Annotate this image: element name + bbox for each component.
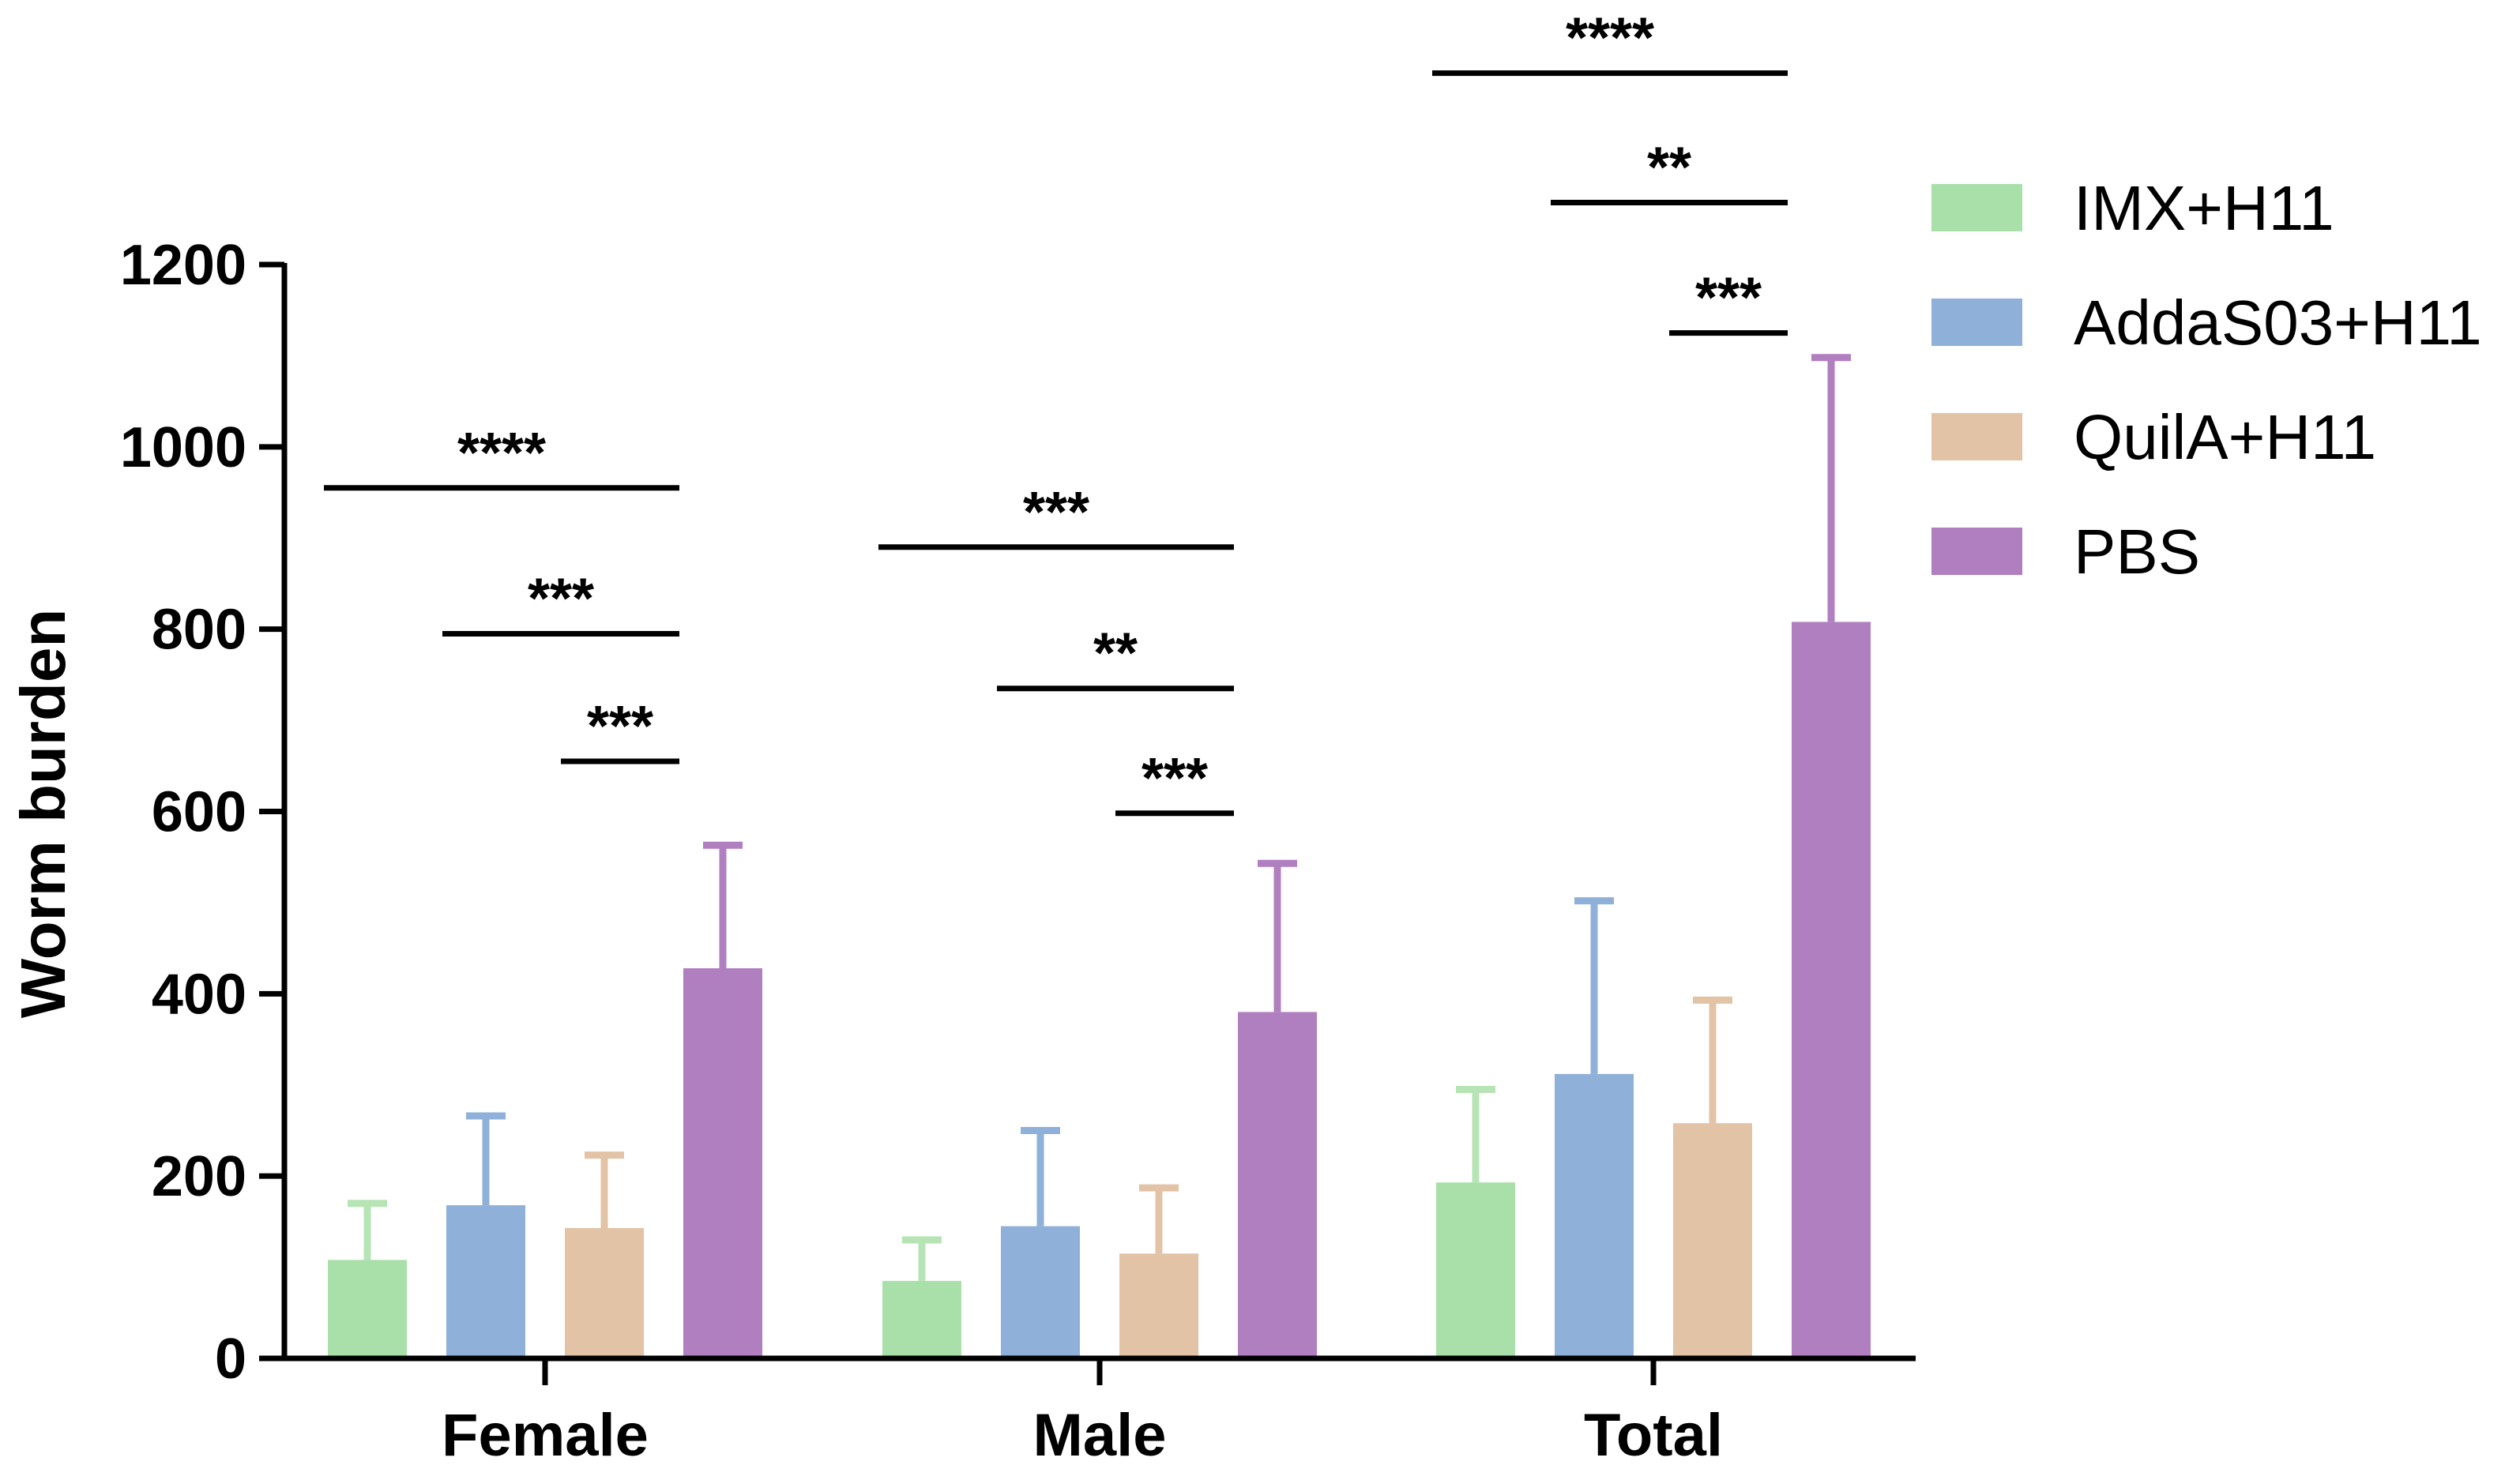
bar: [328, 1260, 407, 1358]
x-tick-label: Male: [1033, 1402, 1167, 1469]
bar: [1001, 1226, 1080, 1358]
y-tick-label: 400: [152, 963, 246, 1026]
bar: [1673, 1123, 1752, 1358]
y-tick-label: 800: [152, 599, 246, 662]
y-tick-label: 1000: [120, 416, 246, 479]
significance-label: ***: [528, 567, 594, 630]
significance-label: ***: [1695, 267, 1762, 330]
significance-label: **: [1647, 137, 1691, 200]
plot-area: ***************************: [324, 7, 1871, 1358]
bar: [683, 968, 762, 1358]
legend-label: AddaS03+H11: [2074, 287, 2482, 358]
significance-label: **: [1093, 622, 1138, 686]
bar: [1436, 1182, 1515, 1358]
legend-swatch: [1931, 184, 2022, 231]
bar: [882, 1280, 961, 1358]
y-tick-label: 200: [152, 1145, 246, 1208]
y-tick-label: 0: [215, 1328, 246, 1391]
y-tick-label: 1200: [120, 234, 246, 297]
y-axis-title: Worm burden: [8, 609, 78, 1019]
axes: 0 200 400 600 800 1000 1200 Female Male Total: [120, 234, 1916, 1469]
bar: [446, 1205, 525, 1358]
legend: IMX+H11 AddaS03+H11 QuilA+H11 PBS: [1931, 173, 2482, 587]
y-tick-label: 600: [152, 781, 246, 844]
bar: [1238, 1012, 1317, 1358]
significance-label: ****: [1566, 7, 1654, 70]
legend-swatch: [1931, 413, 2022, 460]
x-tick-label: Female: [442, 1402, 649, 1469]
legend-swatch: [1931, 528, 2022, 575]
bar: [1792, 622, 1871, 1358]
legend-label: IMX+H11: [2074, 173, 2334, 243]
x-tick-label: Total: [1584, 1402, 1723, 1469]
significance-label: ***: [1023, 481, 1089, 544]
significance-label: ***: [587, 695, 653, 758]
bar: [1119, 1253, 1198, 1358]
significance-label: ***: [1142, 747, 1208, 810]
legend-label: QuilA+H11: [2074, 402, 2376, 472]
bar: [565, 1227, 644, 1358]
significance-label: ****: [457, 422, 546, 485]
legend-label: PBS: [2074, 516, 2200, 587]
bar: [1555, 1073, 1634, 1358]
legend-swatch: [1931, 299, 2022, 346]
